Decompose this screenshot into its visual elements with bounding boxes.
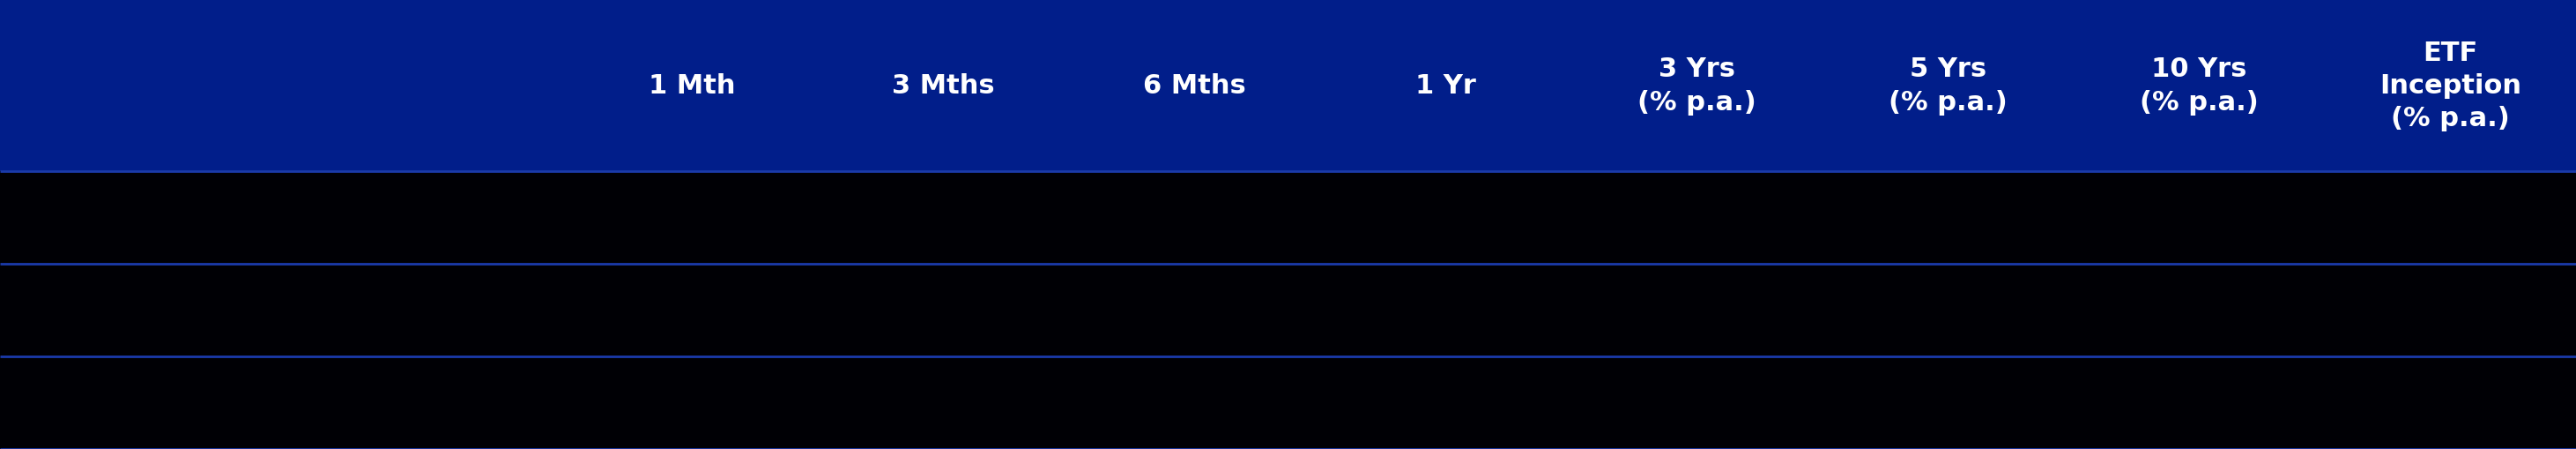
Text: 1 Mth: 1 Mth [649, 73, 737, 99]
Text: 5 Yrs
(% p.a.): 5 Yrs (% p.a.) [1888, 57, 2007, 115]
Text: 6 Mths: 6 Mths [1144, 73, 1247, 99]
Text: 3 Yrs
(% p.a.): 3 Yrs (% p.a.) [1638, 57, 1757, 115]
Text: 10 Yrs
(% p.a.): 10 Yrs (% p.a.) [2141, 57, 2259, 115]
Text: ETF
Inception
(% p.a.): ETF Inception (% p.a.) [2380, 40, 2522, 131]
Bar [0, 0, 2576, 172]
Bar [0, 264, 2576, 357]
Bar [0, 357, 2576, 449]
Text: 3 Mths: 3 Mths [891, 73, 994, 99]
Text: 1 Yr: 1 Yr [1414, 73, 1476, 99]
Bar [0, 172, 2576, 264]
